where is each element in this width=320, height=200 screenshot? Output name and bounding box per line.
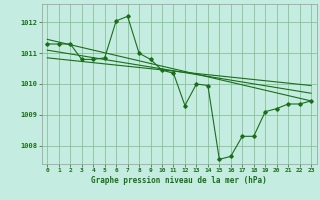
- X-axis label: Graphe pression niveau de la mer (hPa): Graphe pression niveau de la mer (hPa): [91, 176, 267, 185]
